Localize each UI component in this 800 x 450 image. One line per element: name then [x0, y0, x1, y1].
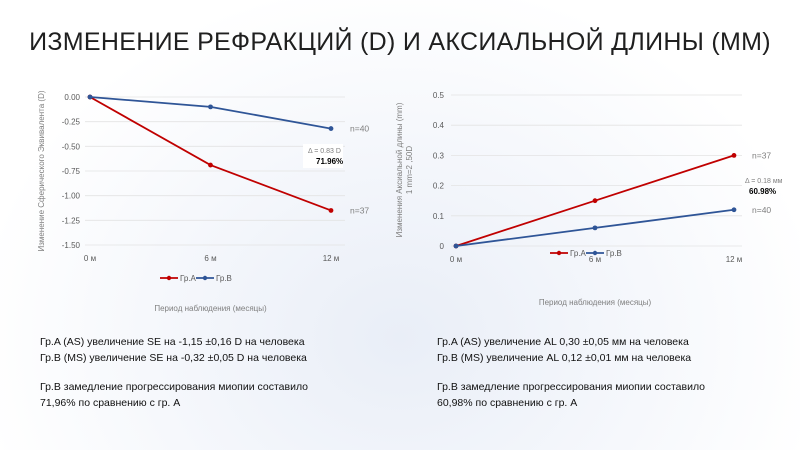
y-tick-label: 0.1 [433, 212, 445, 221]
data-point [87, 94, 93, 100]
legend-marker [556, 250, 562, 256]
y-axis-label: Изменения Аксиальной длины (mm) [395, 102, 404, 237]
legend-marker [166, 275, 172, 281]
left-line-1: Гр.A (AS) увеличение SE на -1,15 ±0,16 D… [40, 336, 305, 348]
y-tick-label: -1.00 [62, 192, 81, 201]
n-label: n=37 [350, 205, 369, 215]
right-line-4: 60,98% по сравнению с гр. А [437, 397, 578, 409]
left-line-4: 71,96% по сравнению с гр. А [40, 397, 181, 409]
data-point [208, 104, 213, 110]
y-axis-label: Изменение Сферического Эквивалента (D) [37, 90, 46, 251]
left-summary: Гр.A (AS) увеличение SE на -1,15 ±0,16 D… [40, 334, 308, 411]
x-tick-label: 12 м [726, 255, 743, 264]
right-line-1: Гр.A (AS) увеличение AL 0,30 ±0,05 мм на… [437, 336, 689, 348]
x-axis-label: Период наблюдения (месяцы) [154, 304, 267, 313]
x-tick-label: 6 м [204, 254, 216, 263]
y-tick-label: -0.50 [62, 142, 81, 151]
legend-label: Гр.A [570, 249, 587, 258]
annotation-box [303, 144, 343, 168]
y-tick-label: 0 [440, 242, 445, 251]
delta-annotation: Δ = 0.18 мм [745, 178, 783, 185]
right-line-3: Гр.B замедление прогрессирования миопии … [437, 381, 706, 393]
legend-marker [202, 275, 208, 281]
y-tick-label: -1.50 [62, 241, 81, 250]
y-tick-label: 0.5 [433, 91, 445, 100]
legend-label: Гр.A [180, 274, 197, 283]
y-tick-label: -0.75 [62, 167, 81, 176]
data-point [453, 243, 459, 249]
data-point [731, 153, 737, 158]
data-point [328, 208, 334, 213]
left-line-2: Гр.B (MS) увеличение SE на -0,32 ±0,05 D… [40, 352, 307, 364]
data-point [592, 198, 598, 204]
legend-label: Гр.B [216, 274, 232, 283]
data-point [208, 162, 213, 168]
n-label: n=37 [752, 150, 771, 160]
legend-marker [592, 250, 598, 256]
x-tick-label: 0 м [450, 255, 462, 264]
slide-title: ИЗМЕНЕНИЕ РЕФРАКЦИЙ (D) И АКСИАЛЬНОЙ ДЛИ… [29, 28, 771, 56]
x-tick-label: 6 м [589, 255, 601, 264]
percent-annotation: 71.96% [316, 157, 343, 166]
delta-annotation: Δ = 0.83 D [308, 148, 341, 155]
n-label: n=40 [350, 124, 369, 134]
legend-label: Гр.B [606, 249, 622, 258]
x-tick-label: 12 м [323, 254, 340, 263]
y-tick-label: -1.25 [62, 216, 81, 225]
percent-annotation: 60.98% [749, 187, 776, 196]
data-point [592, 225, 598, 231]
y-tick-label: 0.3 [433, 151, 445, 160]
y-axis-label-2: 1 mm=2 ,50D [405, 146, 414, 194]
right-line-2: Гр.B (MS) увеличение AL 0,12 ±0,01 мм на… [437, 352, 692, 364]
series-line-b [89, 96, 332, 130]
data-point [731, 207, 737, 213]
x-tick-label: 0 м [84, 254, 96, 263]
right-summary: Гр.A (AS) увеличение AL 0,30 ±0,05 мм на… [437, 334, 705, 411]
y-tick-label: 0.00 [64, 93, 80, 102]
x-axis-label: Период наблюдения (месяцы) [539, 298, 652, 307]
series-line-a [89, 96, 332, 212]
y-tick-label: -0.25 [62, 118, 81, 127]
y-tick-label: 0.2 [433, 182, 445, 191]
y-tick-label: 0.4 [433, 121, 445, 130]
data-point [328, 126, 334, 131]
left-line-3: Гр.B замедление прогрессирования миопии … [40, 381, 309, 393]
n-label: n=40 [752, 205, 771, 215]
